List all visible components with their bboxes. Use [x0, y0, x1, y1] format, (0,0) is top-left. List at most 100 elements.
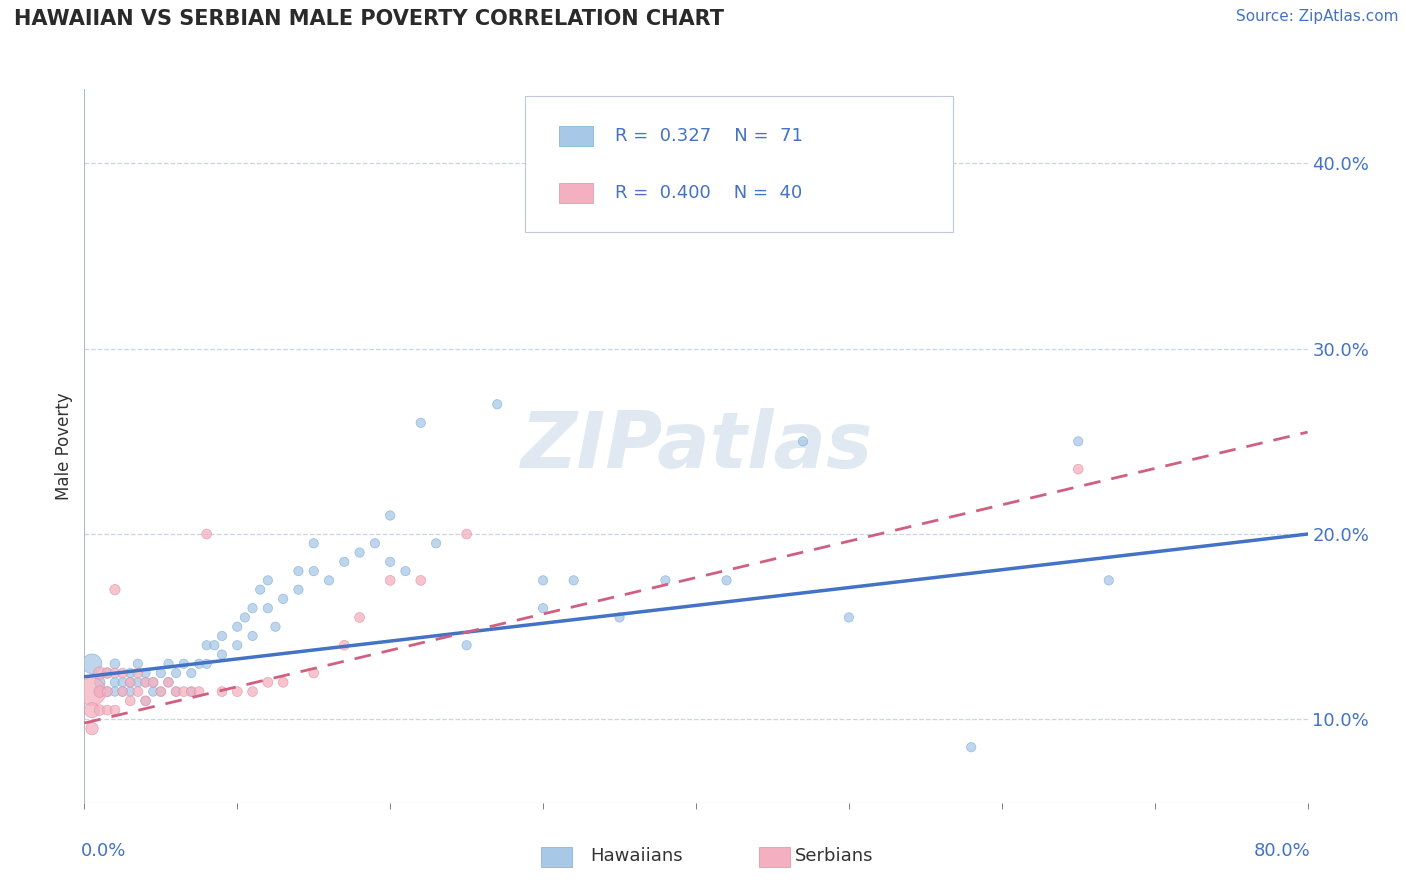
Point: [89, 675, 111, 690]
Point: [157, 675, 180, 690]
FancyBboxPatch shape: [560, 126, 593, 145]
Point: [226, 684, 249, 698]
Point: [249, 582, 271, 597]
Point: [394, 564, 416, 578]
Point: [302, 564, 325, 578]
Point: [165, 684, 187, 698]
Point: [96, 684, 118, 698]
Point: [120, 675, 142, 690]
Point: [149, 684, 172, 698]
Text: Hawaiians: Hawaiians: [591, 847, 683, 865]
Point: [562, 574, 585, 588]
Point: [104, 657, 127, 671]
Point: [120, 675, 142, 690]
Point: [142, 684, 165, 698]
Point: [1098, 574, 1121, 588]
Point: [127, 684, 149, 698]
Point: [264, 620, 287, 634]
Y-axis label: Male Poverty: Male Poverty: [55, 392, 73, 500]
Point: [211, 684, 233, 698]
Point: [333, 555, 356, 569]
Point: [135, 694, 157, 708]
Point: [609, 610, 631, 624]
Point: [135, 675, 157, 690]
Point: [120, 684, 142, 698]
Point: [104, 582, 127, 597]
Point: [173, 684, 195, 698]
Point: [135, 694, 157, 708]
Point: [195, 638, 218, 652]
Point: [89, 703, 111, 717]
Point: [165, 666, 187, 681]
Point: [195, 657, 218, 671]
Point: [1067, 462, 1090, 476]
Point: [233, 610, 256, 624]
Point: [380, 555, 402, 569]
Point: [157, 657, 180, 671]
Point: [287, 582, 309, 597]
Point: [1067, 434, 1090, 449]
Point: [127, 675, 149, 690]
Point: [188, 684, 211, 698]
Point: [104, 684, 127, 698]
Point: [180, 684, 202, 698]
Point: [96, 703, 118, 717]
Point: [242, 684, 264, 698]
Point: [89, 684, 111, 698]
Point: [96, 666, 118, 681]
Point: [318, 574, 340, 588]
Point: [96, 666, 118, 681]
Point: [211, 629, 233, 643]
Point: [531, 601, 554, 615]
Point: [111, 684, 134, 698]
Point: [654, 574, 676, 588]
Point: [80, 684, 103, 698]
Point: [173, 657, 195, 671]
Point: [89, 666, 111, 681]
Point: [531, 574, 554, 588]
Point: [104, 666, 127, 681]
Point: [349, 545, 371, 559]
Point: [257, 601, 280, 615]
Point: [333, 638, 356, 652]
Point: [111, 675, 134, 690]
Point: [89, 684, 111, 698]
Point: [242, 601, 264, 615]
Point: [180, 684, 202, 698]
Point: [456, 638, 478, 652]
Point: [127, 657, 149, 671]
Point: [242, 629, 264, 643]
Point: [409, 574, 432, 588]
Point: [80, 722, 103, 736]
Text: 80.0%: 80.0%: [1254, 842, 1310, 860]
Point: [257, 675, 280, 690]
Point: [104, 675, 127, 690]
Point: [96, 684, 118, 698]
Point: [409, 416, 432, 430]
Point: [380, 508, 402, 523]
Point: [960, 740, 983, 755]
Point: [157, 675, 180, 690]
Point: [127, 666, 149, 681]
Point: [271, 591, 294, 606]
Point: [486, 397, 509, 411]
FancyBboxPatch shape: [524, 96, 953, 232]
Point: [135, 666, 157, 681]
Point: [165, 684, 187, 698]
Point: [380, 574, 402, 588]
Point: [142, 675, 165, 690]
Point: [716, 574, 738, 588]
Point: [287, 564, 309, 578]
Text: R =  0.400    N =  40: R = 0.400 N = 40: [616, 184, 803, 202]
Point: [195, 527, 218, 541]
Text: HAWAIIAN VS SERBIAN MALE POVERTY CORRELATION CHART: HAWAIIAN VS SERBIAN MALE POVERTY CORRELA…: [14, 9, 724, 29]
Point: [226, 638, 249, 652]
Point: [80, 703, 103, 717]
Point: [149, 666, 172, 681]
Point: [120, 666, 142, 681]
Point: [349, 610, 371, 624]
Text: Serbians: Serbians: [794, 847, 873, 865]
Point: [142, 675, 165, 690]
Point: [792, 434, 814, 449]
Point: [188, 657, 211, 671]
